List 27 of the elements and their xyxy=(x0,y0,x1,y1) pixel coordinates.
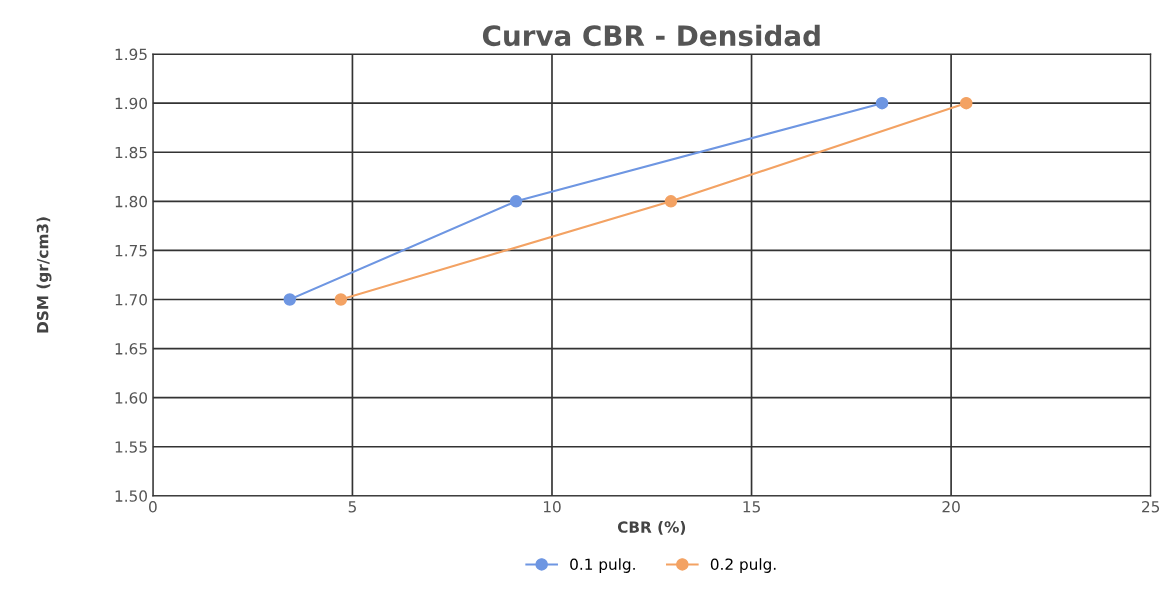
x-tick-label: 25 xyxy=(1142,500,1160,513)
x-tick-label: 0 xyxy=(149,500,157,513)
y-tick-label: 1.50 xyxy=(115,490,147,502)
point xyxy=(875,96,889,110)
point xyxy=(334,293,348,306)
y-tick-label: 1.85 xyxy=(115,146,147,159)
legend-label: 0.2 pulg. xyxy=(710,558,776,573)
point xyxy=(664,195,678,208)
point xyxy=(960,96,973,110)
y-tick-label: 1.80 xyxy=(115,195,147,208)
x-tick-label: 20 xyxy=(942,500,960,513)
y-tick-label: 1.90 xyxy=(115,97,147,110)
x-tick-label: 5 xyxy=(348,501,356,513)
point xyxy=(509,195,523,208)
y-tick-label: 1.75 xyxy=(115,245,147,257)
y-tick-label: 1.65 xyxy=(115,343,147,355)
chart-title: Curva CBR - Densidad xyxy=(482,24,820,47)
y-tick-label: 1.55 xyxy=(115,441,147,453)
y-axis-title: DSM (gr/cm3) xyxy=(36,217,52,333)
x-tick-label: 15 xyxy=(743,501,760,513)
x-tick-label: 10 xyxy=(543,500,561,513)
y-tick-label: 1.60 xyxy=(115,392,147,404)
legend-label: 0.1 pulg. xyxy=(570,558,635,573)
point xyxy=(283,293,297,306)
y-tick-label: 1.70 xyxy=(115,293,147,306)
y-tick-label: 1.95 xyxy=(115,48,147,61)
x-axis-title: CBR (%) xyxy=(617,521,686,535)
